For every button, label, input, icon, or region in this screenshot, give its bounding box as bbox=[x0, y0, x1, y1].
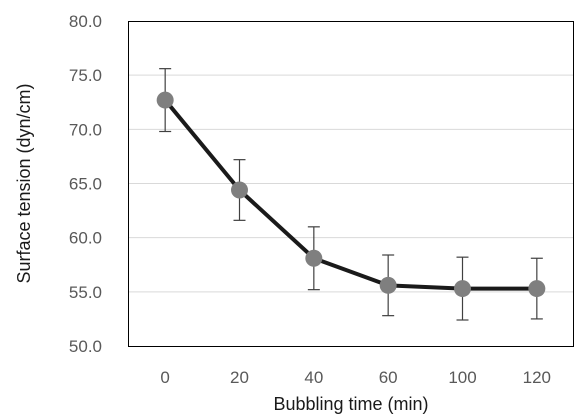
y-tick-label: 75.0 bbox=[69, 66, 102, 85]
x-tick-labels: 0 20 40 60 100 120 bbox=[160, 368, 551, 387]
x-tick-label: 40 bbox=[304, 368, 323, 387]
y-tick-label: 50.0 bbox=[69, 337, 102, 356]
data-points bbox=[156, 91, 546, 298]
data-point bbox=[305, 249, 323, 267]
error-bars bbox=[159, 68, 543, 321]
x-tick-label: 0 bbox=[160, 368, 169, 387]
data-point bbox=[379, 276, 397, 294]
data-point bbox=[156, 91, 174, 109]
y-tick-label: 80.0 bbox=[69, 12, 102, 31]
x-tick-label: 20 bbox=[230, 368, 249, 387]
data-point bbox=[231, 181, 248, 199]
data-point bbox=[454, 280, 471, 298]
data-point bbox=[528, 280, 546, 298]
y-tick-label: 70.0 bbox=[69, 120, 102, 139]
x-tick-label: 60 bbox=[379, 368, 398, 387]
x-tick-label: 100 bbox=[448, 368, 476, 387]
y-tick-label: 65.0 bbox=[69, 175, 102, 194]
y-tick-label: 55.0 bbox=[69, 283, 102, 302]
y-tick-label: 60.0 bbox=[69, 229, 102, 248]
y-tick-labels: 50.0 55.0 60.0 65.0 70.0 75.0 80.0 bbox=[69, 12, 102, 356]
gridlines bbox=[128, 74, 574, 293]
x-axis-title: Bubbling time (min) bbox=[273, 394, 428, 414]
x-tick-label: 120 bbox=[523, 368, 551, 387]
y-axis-title: Surface tension (dyn/cm) bbox=[14, 83, 34, 283]
series-line bbox=[163, 98, 539, 291]
